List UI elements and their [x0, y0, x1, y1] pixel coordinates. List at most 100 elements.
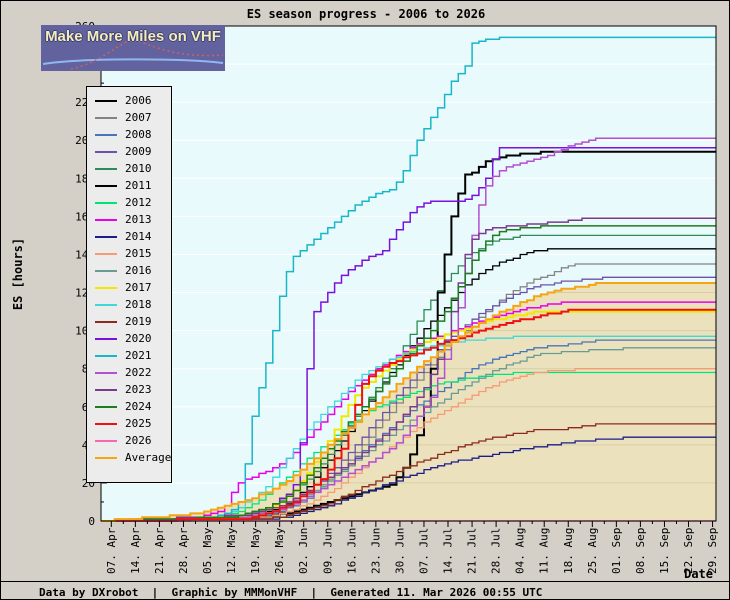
- legend-label: 2021: [125, 349, 152, 362]
- legend-item-average: Average: [87, 449, 171, 466]
- x-tick-label: 11. Aug: [538, 528, 551, 574]
- x-tick-label: 08. Sep: [634, 528, 647, 574]
- x-tick-label: 25. Aug: [586, 528, 599, 574]
- series-2021: [101, 36, 716, 522]
- legend-item-2011: 2011: [87, 177, 171, 194]
- legend-item-2021: 2021: [87, 347, 171, 364]
- series-2023: [101, 217, 716, 522]
- legend-swatch-2009: [95, 150, 117, 153]
- legend-swatch-2021: [95, 354, 117, 357]
- legend-swatch-2018: [95, 303, 117, 306]
- x-tick-label: 05. May: [201, 527, 214, 574]
- x-tick-label: 14. Jul: [442, 528, 455, 574]
- legend-item-2020: 2020: [87, 330, 171, 347]
- x-tick-label: 01. Sep: [610, 528, 623, 574]
- x-tick-label: 19. May: [249, 527, 262, 574]
- legend-item-2013: 2013: [87, 211, 171, 228]
- x-tick-label: 30. Jun: [393, 528, 406, 574]
- legend-label: 2022: [125, 366, 152, 379]
- x-tick-label: 16. Jun: [345, 528, 358, 574]
- legend-swatch-2017: [95, 286, 117, 289]
- legend-label: 2013: [125, 213, 152, 226]
- x-axis: 07. Apr 14. Apr 21. Apr 28. Apr 05. May 12. M…: [105, 521, 719, 574]
- legend-item-2012: 2012: [87, 194, 171, 211]
- legend-swatch-2024: [95, 405, 117, 408]
- legend-item-2022: 2022: [87, 364, 171, 381]
- legend-swatch-2006: [95, 99, 117, 102]
- x-tick-label: 07. Apr: [105, 527, 118, 574]
- legend-item-2025: 2025: [87, 415, 171, 432]
- legend-item-2010: 2010: [87, 160, 171, 177]
- x-tick-label: 18. Aug: [562, 528, 575, 574]
- x-tick-label: 23. Jun: [369, 528, 382, 574]
- x-tick-label: 28. Apr: [177, 527, 190, 574]
- legend-item-2015: 2015: [87, 245, 171, 262]
- legend-label: 2014: [125, 230, 152, 243]
- x-tick-label: 07. Jul: [418, 528, 431, 574]
- legend-label: 2016: [125, 264, 152, 277]
- legend-swatch-2013: [95, 218, 117, 221]
- legend-swatch-average: [95, 456, 117, 459]
- legend-item-2026: 2026: [87, 432, 171, 449]
- series-2025: [101, 308, 716, 522]
- logo-decoration: [42, 39, 224, 70]
- x-tick-label: 22. Sep: [682, 528, 695, 574]
- series-average: [101, 282, 716, 522]
- legend-label: 2011: [125, 179, 152, 192]
- series-2024: [101, 225, 716, 522]
- x-tick-label: 15. Sep: [658, 528, 671, 574]
- legend: 2006 2007 2008 2009 2010 2011 2012 2013 2014 2015…: [86, 86, 172, 483]
- x-tick-label: 14. Apr: [129, 527, 142, 574]
- legend-label: Average: [125, 451, 172, 464]
- series-2022: [101, 137, 716, 522]
- legend-item-2014: 2014: [87, 228, 171, 245]
- x-tick-label: 09. Jun: [321, 528, 334, 574]
- x-tick-label: 04. Aug: [514, 528, 527, 574]
- x-tick-label: 26. May: [273, 527, 286, 574]
- x-tick-label: 29. Sep: [706, 528, 719, 574]
- x-tick-label: 21. Apr: [153, 527, 166, 574]
- legend-item-2018: 2018: [87, 296, 171, 313]
- legend-swatch-2012: [95, 201, 117, 204]
- legend-item-2007: 2007: [87, 109, 171, 126]
- legend-swatch-2025: [95, 422, 117, 425]
- legend-swatch-2008: [95, 133, 117, 136]
- legend-swatch-2022: [95, 371, 117, 374]
- legend-item-2016: 2016: [87, 262, 171, 279]
- logo-blue-curve: [42, 58, 224, 65]
- legend-item-2009: 2009: [87, 143, 171, 160]
- legend-swatch-2023: [95, 388, 117, 391]
- x-tick-label: 21. Jul: [466, 528, 479, 574]
- legend-label: 2018: [125, 298, 152, 311]
- legend-swatch-2016: [95, 269, 117, 272]
- x-tick-label: 12. May: [225, 527, 238, 574]
- footer-bar: Data by DXrobot | Graphic by MMMonVHF | …: [1, 581, 729, 599]
- legend-label: 2025: [125, 417, 152, 430]
- legend-item-2019: 2019: [87, 313, 171, 330]
- mmmonvhf-logo: Make More Miles on VHF: [41, 25, 225, 71]
- legend-swatch-2011: [95, 184, 117, 187]
- chart-title: ES season progress - 2006 to 2026: [246, 7, 486, 21]
- legend-label: 2017: [125, 281, 152, 294]
- legend-swatch-2019: [95, 320, 117, 323]
- footer-credits: Data by DXrobot | Graphic by MMMonVHF | …: [39, 586, 543, 599]
- average-area-fill: [101, 283, 716, 521]
- legend-swatch-2020: [95, 337, 117, 340]
- legend-item-2024: 2024: [87, 398, 171, 415]
- legend-label: 2008: [125, 128, 152, 141]
- legend-label: 2024: [125, 400, 152, 413]
- legend-item-2023: 2023: [87, 381, 171, 398]
- logo-text: Make More Miles on VHF: [45, 28, 221, 45]
- y-axis-title: ES [hours]: [11, 237, 25, 311]
- y-tick-label: 0: [88, 515, 95, 528]
- x-axis-title: Date: [684, 567, 713, 581]
- legend-label: 2012: [125, 196, 152, 209]
- x-tick-label: 28. Jul: [490, 528, 503, 574]
- legend-label: 2020: [125, 332, 152, 345]
- legend-swatch-2026: [95, 439, 117, 442]
- legend-label: 2010: [125, 162, 152, 175]
- legend-item-2017: 2017: [87, 279, 171, 296]
- legend-item-2008: 2008: [87, 126, 171, 143]
- legend-label: 2015: [125, 247, 152, 260]
